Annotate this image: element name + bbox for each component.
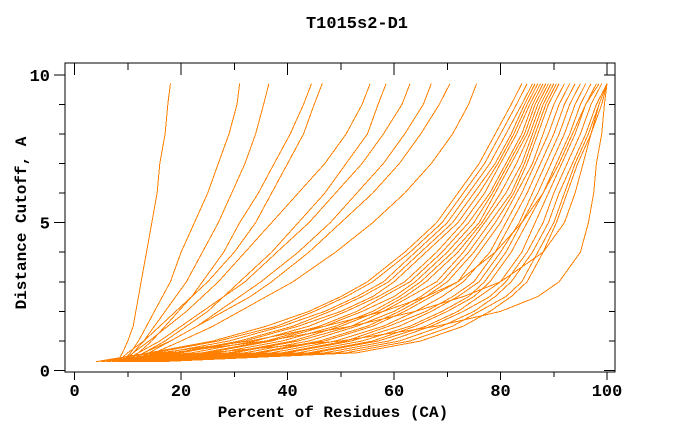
curve-m32 bbox=[149, 83, 603, 363]
curve-m05 bbox=[116, 83, 323, 363]
curve-m10 bbox=[127, 83, 451, 363]
curve-m11 bbox=[138, 83, 478, 363]
y-tick-label: 10 bbox=[30, 68, 50, 87]
curve-m21 bbox=[117, 83, 552, 363]
curve-m07 bbox=[127, 83, 387, 363]
curve-m04 bbox=[127, 83, 312, 363]
x-tick-label: 40 bbox=[277, 383, 297, 402]
curve-m14 bbox=[101, 83, 533, 363]
curve-m27 bbox=[133, 83, 576, 363]
curve-m02 bbox=[122, 83, 241, 363]
curve-m36 bbox=[106, 83, 608, 363]
x-tick-label: 60 bbox=[384, 383, 404, 402]
curve-m22 bbox=[122, 83, 555, 363]
curve-m25 bbox=[127, 83, 565, 363]
curve-m15 bbox=[101, 83, 536, 363]
curve-m01 bbox=[116, 83, 171, 362]
x-axis-title: Percent of Residues (CA) bbox=[217, 404, 449, 422]
curve-m37 bbox=[117, 83, 608, 363]
curve-m31 bbox=[143, 83, 597, 363]
plot-frame bbox=[64, 62, 616, 373]
y-tick-label: 0 bbox=[40, 364, 50, 383]
curve-m24 bbox=[127, 83, 560, 363]
curve-m34 bbox=[154, 83, 608, 363]
y-axis-title: Distance Cutoff, A bbox=[13, 136, 31, 310]
curve-m13 bbox=[95, 83, 528, 363]
curve-m30 bbox=[143, 83, 592, 363]
curve-m28 bbox=[138, 83, 581, 363]
curve-m29 bbox=[138, 83, 587, 363]
x-tick-label: 0 bbox=[69, 383, 79, 402]
curve-m19 bbox=[111, 83, 547, 363]
curve-m16 bbox=[106, 83, 539, 363]
curve-m08 bbox=[122, 83, 411, 363]
y-tick-label: 5 bbox=[40, 216, 50, 235]
curve-m23 bbox=[122, 83, 557, 363]
curve-m35 bbox=[159, 83, 608, 363]
x-tick-label: 20 bbox=[171, 383, 191, 402]
curve-m20 bbox=[117, 83, 549, 363]
x-tick-label: 80 bbox=[490, 383, 510, 402]
curve-m03 bbox=[124, 83, 270, 363]
chart-title: T1015s2-D1 bbox=[305, 15, 409, 34]
curve-m12 bbox=[95, 83, 523, 363]
curve-m18 bbox=[111, 83, 544, 363]
curve-m38 bbox=[111, 83, 600, 363]
x-tick-label: 100 bbox=[592, 383, 623, 402]
curve-m06 bbox=[122, 83, 371, 363]
